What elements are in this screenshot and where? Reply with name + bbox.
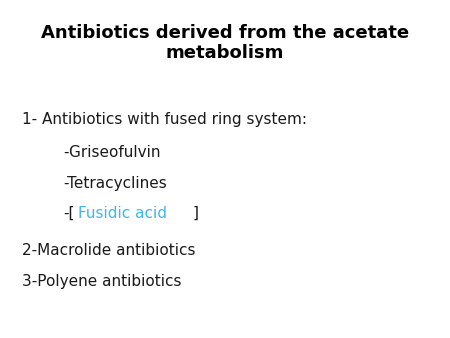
Text: -Tetracyclines: -Tetracyclines (63, 176, 167, 191)
Text: Fusidic acid: Fusidic acid (78, 206, 167, 221)
Text: 2-Macrolide antibiotics: 2-Macrolide antibiotics (22, 243, 196, 258)
Text: 1- Antibiotics with fused ring system:: 1- Antibiotics with fused ring system: (22, 112, 307, 126)
Text: 3-Polyene antibiotics: 3-Polyene antibiotics (22, 274, 182, 289)
Text: -Griseofulvin: -Griseofulvin (63, 145, 161, 160)
Text: ]: ] (193, 206, 199, 221)
Text: Antibiotics derived from the acetate
metabolism: Antibiotics derived from the acetate met… (41, 24, 409, 63)
Text: -[: -[ (63, 206, 75, 221)
